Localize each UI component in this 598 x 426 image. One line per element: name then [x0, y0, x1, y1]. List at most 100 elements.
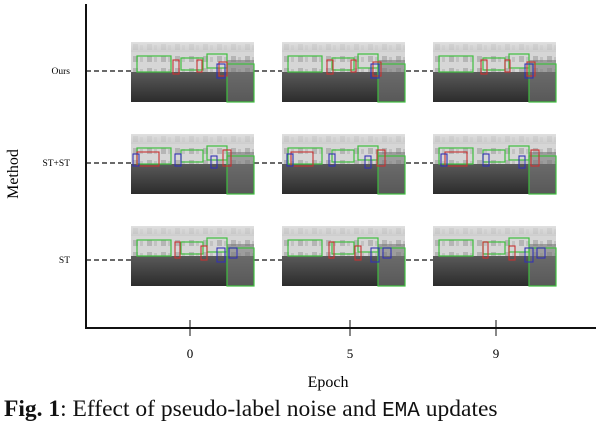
pseudo-box-blue: [440, 153, 448, 167]
pseudo-box-red: [444, 151, 468, 167]
gt-box: [226, 155, 255, 195]
thumbnail-r2-c1: [282, 226, 406, 287]
x-tick-label-5: 5: [347, 346, 354, 361]
gt-box: [226, 63, 255, 103]
pseudo-box-blue: [228, 247, 238, 259]
pseudo-box-red: [376, 149, 386, 167]
gt-box: [287, 239, 323, 257]
scene-sky: [282, 42, 405, 52]
pseudo-box-blue: [364, 155, 372, 169]
pseudo-box-red: [354, 245, 362, 261]
scene-sky: [282, 134, 405, 144]
row-label-ours: Ours: [52, 67, 71, 77]
scene-tree: [529, 152, 556, 194]
gt-box: [180, 241, 204, 255]
caption-label: Fig. 1: [4, 396, 61, 422]
pseudo-box-blue: [210, 155, 218, 169]
gt-box: [180, 57, 204, 71]
gt-box: [226, 247, 255, 287]
gt-box: [136, 239, 172, 257]
pseudo-box-blue: [216, 63, 226, 79]
pseudo-box-blue: [524, 247, 534, 263]
pseudo-box-blue: [382, 247, 392, 259]
pseudo-box-blue: [286, 153, 294, 167]
row-label-st: ST: [59, 256, 70, 266]
pseudo-box-red: [482, 241, 489, 259]
gt-box: [508, 237, 530, 253]
gt-box: [377, 155, 406, 195]
x-tick-label-0: 0: [187, 346, 194, 361]
thumbnail-r0-c1: [282, 42, 406, 103]
gt-box: [357, 53, 379, 69]
caption-mono-term: EMA: [382, 400, 420, 423]
gt-box: [287, 147, 323, 165]
x-tick-label-9: 9: [493, 346, 500, 361]
scene-sky: [433, 42, 556, 52]
pseudo-box-blue: [524, 63, 534, 79]
pseudo-box-blue: [132, 153, 140, 167]
gt-box: [438, 239, 474, 257]
pseudo-box-red: [504, 59, 511, 73]
scene-tree: [378, 60, 405, 102]
y-axis-title: Method: [5, 149, 22, 199]
caption-text: Effect of pseudo-label noise and: [72, 396, 383, 422]
pseudo-box-red: [530, 149, 540, 167]
gt-box: [377, 63, 406, 103]
pseudo-box-red: [136, 151, 160, 167]
gt-box: [508, 53, 530, 69]
x-axis-title: Epoch: [308, 374, 349, 391]
gt-box: [438, 147, 474, 165]
row-label-st-st: ST+ST: [42, 159, 70, 169]
scene-sky: [131, 134, 254, 144]
pseudo-box-red: [172, 59, 180, 75]
thumbnail-r0-c0: [131, 42, 255, 103]
thumbnail-r1-c1: [282, 134, 406, 195]
pseudo-box-red: [200, 245, 208, 261]
thumbnail-r1-c0: [131, 134, 255, 195]
thumbnail-r2-c2: [433, 226, 557, 287]
gt-box: [528, 63, 557, 103]
scene-tree: [227, 244, 254, 286]
scene-tree: [378, 152, 405, 194]
pseudo-box-blue: [518, 155, 526, 169]
thumbnail-r0-c2: [433, 42, 557, 103]
scene-sky: [433, 134, 556, 144]
pseudo-box-red: [326, 59, 334, 75]
pseudo-box-blue: [328, 153, 336, 167]
gt-box: [331, 149, 355, 163]
gt-box: [287, 55, 323, 73]
pseudo-box-red: [526, 61, 536, 77]
gt-box: [136, 55, 172, 73]
thumbnail-grid: [131, 42, 557, 287]
gt-box: [331, 57, 355, 71]
pseudo-box-red: [174, 241, 181, 259]
scene-sky: [282, 226, 405, 236]
pseudo-box-red: [222, 149, 232, 167]
caption-text-tail: updates: [419, 396, 498, 422]
pseudo-box-red: [372, 61, 382, 77]
gt-box: [357, 237, 379, 253]
scene-sky: [131, 226, 254, 236]
scene-tree: [227, 60, 254, 102]
pseudo-box-red: [328, 241, 335, 259]
pseudo-box-blue: [482, 153, 490, 167]
gt-box: [438, 55, 474, 73]
pseudo-box-red: [480, 59, 488, 75]
thumbnail-r2-c0: [131, 226, 255, 287]
pseudo-box-red: [218, 61, 228, 77]
scene-sky: [433, 226, 556, 236]
figure-caption: Fig. 1: Effect of pseudo-label noise and…: [4, 396, 598, 423]
pseudo-box-red: [508, 245, 516, 261]
pseudo-box-blue: [174, 153, 182, 167]
pseudo-box-red: [290, 151, 314, 167]
gt-box: [331, 241, 355, 255]
pseudo-box-blue: [536, 247, 546, 259]
gt-box: [528, 155, 557, 195]
pseudo-box-blue: [370, 247, 380, 263]
scene-sky: [131, 42, 254, 52]
caption-separator: :: [60, 396, 73, 422]
gt-box: [357, 145, 379, 161]
pseudo-box-red: [350, 59, 357, 73]
pseudo-box-red: [196, 59, 203, 73]
